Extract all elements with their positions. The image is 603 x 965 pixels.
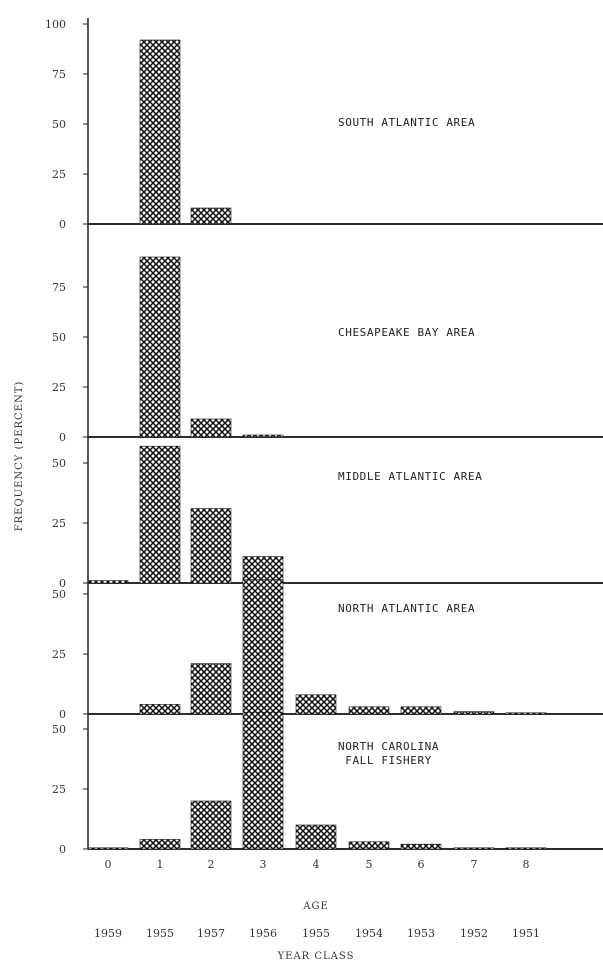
panel-2: 75 50 25 0 CHESAPEAKE BAY AREA [52,256,603,444]
panel-title: NORTH CAROLINA FALL FISHERY [338,740,439,767]
bar-age-0 [87,580,129,584]
x-tick-label-year-class: 1953 [407,927,435,940]
y-tick-label: 50 [52,457,66,470]
y-tick-label: 0 [59,843,66,856]
bar-age-2 [190,508,232,584]
bar-age-1 [139,704,181,715]
y-tick-label: 50 [52,331,66,344]
bar-age-2 [190,207,232,225]
x-tick-label-age: 1 [157,858,164,871]
x-axis-label-year-class: YEAR CLASS [277,951,355,962]
x-tick-label-age: 0 [105,858,112,871]
bar-age-2 [190,800,232,850]
bar-age-3 [242,579,284,715]
bar-age-8 [505,712,547,715]
x-tick-label-year-class: 1959 [94,927,122,940]
y-tick-label: 50 [52,588,66,601]
bar-age-8 [505,847,547,850]
x-tick-label-age: 7 [471,858,478,871]
x-tick-label-year-class: 1954 [355,927,383,940]
panel-title: SOUTH ATLANTIC AREA [338,116,475,129]
panel-title: MIDDLE ATLANTIC AREA [338,470,482,483]
x-tick-label-age: 6 [418,858,425,871]
x-tick-label-year-class: 1955 [302,927,330,940]
bar-age-1 [139,839,181,850]
x-axis-label-age: AGE [302,901,329,912]
y-tick-label: 25 [52,517,66,530]
bar-age-5 [348,706,390,715]
y-tick-label: 75 [52,68,66,81]
y-tick-label: 25 [52,648,66,661]
bar-age-3 [242,434,284,438]
y-tick-label: 0 [59,577,66,590]
bar-age-1 [139,445,181,584]
y-tick-label: 25 [52,168,66,181]
x-tick-label-age: 8 [523,858,530,871]
bar-age-3 [242,556,284,584]
x-tick-label-year-class: 1956 [249,927,277,940]
y-tick-label: 0 [59,431,66,444]
y-tick-label: 25 [52,783,66,796]
bar-age-6 [400,706,442,715]
bar-age-7 [453,711,495,715]
y-axis-label: FREQUENCY (PERCENT) [14,381,25,532]
x-tick-label-age: 2 [208,858,215,871]
panel-1: 100 75 50 25 0 SOUTH ATLANTIC AREA [45,18,603,231]
bar-age-4 [295,824,337,850]
y-tick-label: 25 [52,381,66,394]
x-tick-label-age: 5 [366,858,373,871]
y-tick-label: 75 [52,281,66,294]
y-tick-label: 0 [59,218,66,231]
bar-age-4 [295,694,337,715]
panel-title: NORTH ATLANTIC AREA [338,602,475,615]
bar-age-5 [348,841,390,850]
panel-5: 50 25 0 NORTH CAROLINA FALL FISHERY [52,711,603,856]
bar-age-6 [400,843,442,850]
bar-age-2 [190,418,232,438]
bar-age-1 [139,39,181,225]
y-tick-label: 50 [52,118,66,131]
x-tick-label-age: 3 [260,858,267,871]
panel-3: 50 25 0 MIDDLE ATLANTIC AREA [52,445,603,590]
y-tick-label: 100 [45,18,66,31]
panel-title: CHESAPEAKE BAY AREA [338,326,475,339]
bar-age-0 [87,847,129,850]
bar-age-1 [139,256,181,438]
x-tick-label-year-class: 1951 [512,927,540,940]
y-tick-label: 0 [59,708,66,721]
x-tick-label-age: 4 [313,858,320,871]
bar-age-7 [453,847,495,850]
bar-age-2 [190,663,232,715]
y-tick-label: 50 [52,723,66,736]
x-tick-label-year-class: 1957 [197,927,225,940]
bar-age-3 [242,711,284,850]
x-tick-label-year-class: 1955 [146,927,174,940]
panel-4: 50 25 0 NORTH ATLANTIC AREA [52,579,603,721]
x-tick-label-year-class: 1952 [460,927,488,940]
